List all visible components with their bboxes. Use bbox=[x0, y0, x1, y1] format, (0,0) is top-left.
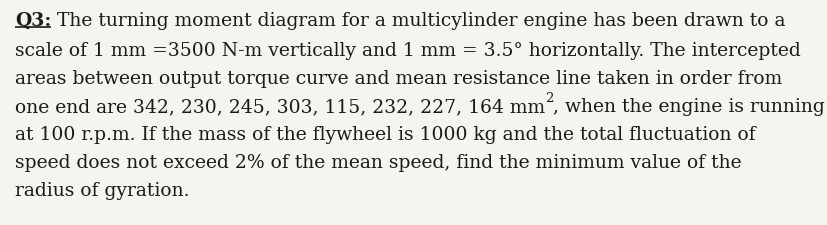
Text: 2: 2 bbox=[544, 92, 552, 105]
Text: scale of 1 mm =3500 N-m vertically and 1 mm = 3.5° horizontally. The intercepted: scale of 1 mm =3500 N-m vertically and 1… bbox=[15, 42, 800, 60]
Text: speed does not exceed 2% of the mean speed, find the minimum value of the: speed does not exceed 2% of the mean spe… bbox=[15, 154, 741, 172]
Text: at 100 r.p.m. If the mass of the flywheel is 1000 kg and the total fluctuation o: at 100 r.p.m. If the mass of the flywhee… bbox=[15, 126, 754, 144]
Text: , when the engine is running: , when the engine is running bbox=[552, 98, 825, 116]
Text: areas between output torque curve and mean resistance line taken in order from: areas between output torque curve and me… bbox=[15, 70, 782, 88]
Text: one end are 342, 230, 245, 303, 115, 232, 227, 164 mm: one end are 342, 230, 245, 303, 115, 232… bbox=[15, 98, 544, 116]
Text: radius of gyration.: radius of gyration. bbox=[15, 182, 189, 200]
Text: The turning moment diagram for a multicylinder engine has been drawn to a: The turning moment diagram for a multicy… bbox=[51, 12, 785, 30]
Text: Q3:: Q3: bbox=[15, 12, 51, 30]
